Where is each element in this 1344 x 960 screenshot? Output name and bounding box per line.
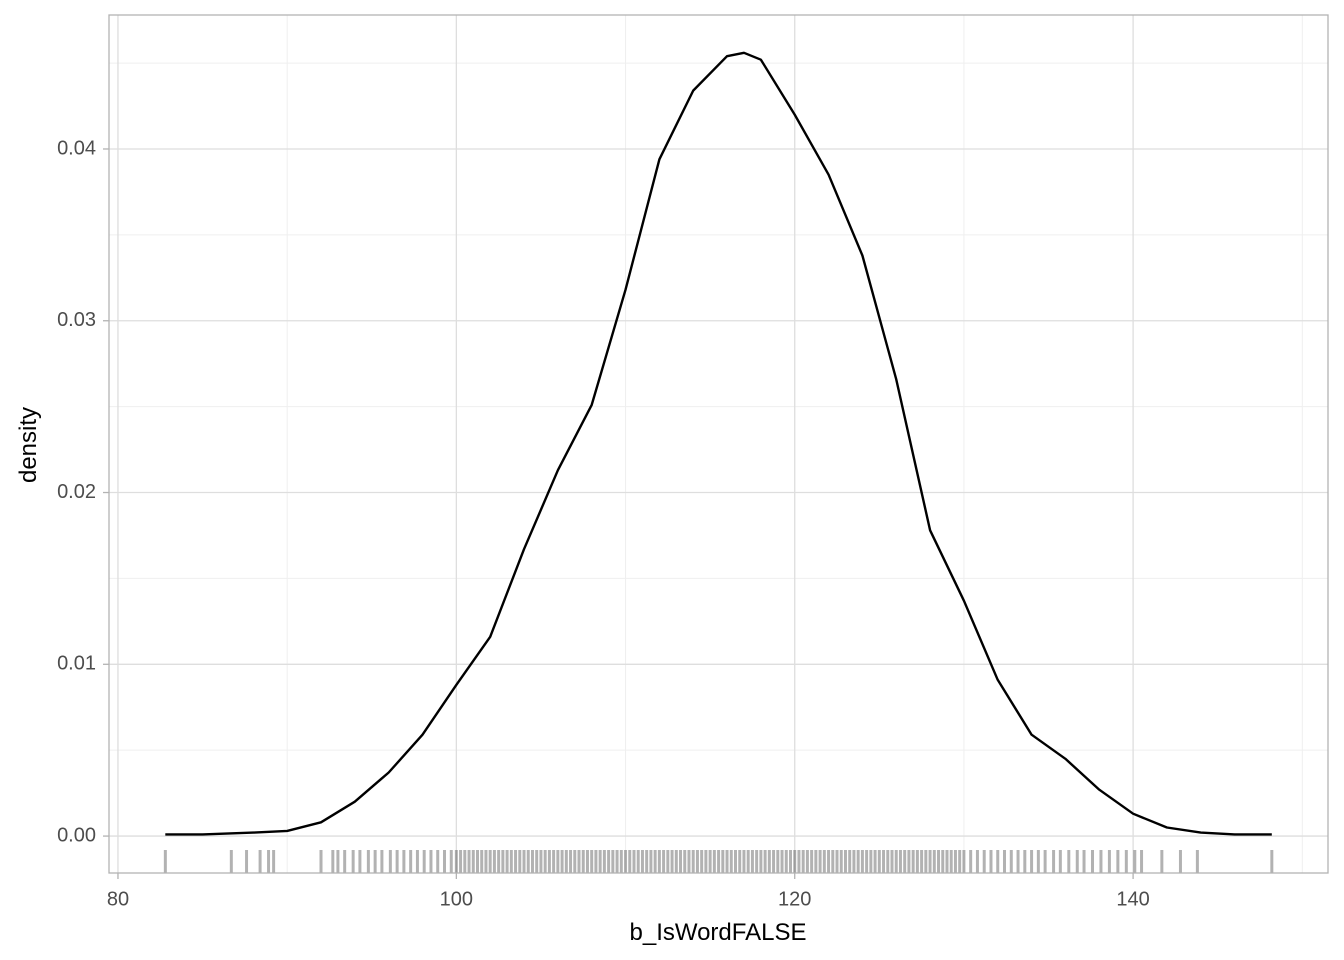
y-tick-label: 0.01 xyxy=(57,653,96,675)
y-axis-title: density xyxy=(15,407,42,483)
y-tick-label: 0.04 xyxy=(57,137,96,159)
x-tick-label: 100 xyxy=(440,888,473,910)
y-tick-label: 0.00 xyxy=(57,824,96,846)
panel-border xyxy=(108,14,1329,874)
y-tick-label: 0.02 xyxy=(57,481,96,503)
density-line xyxy=(165,51,1272,836)
x-tick-label: 80 xyxy=(107,888,129,910)
x-tick-label: 140 xyxy=(1116,888,1149,910)
y-tick-label: 0.03 xyxy=(57,309,96,331)
x-axis-title: b_IsWordFALSE xyxy=(630,919,807,946)
x-tick-label: 120 xyxy=(778,888,811,910)
